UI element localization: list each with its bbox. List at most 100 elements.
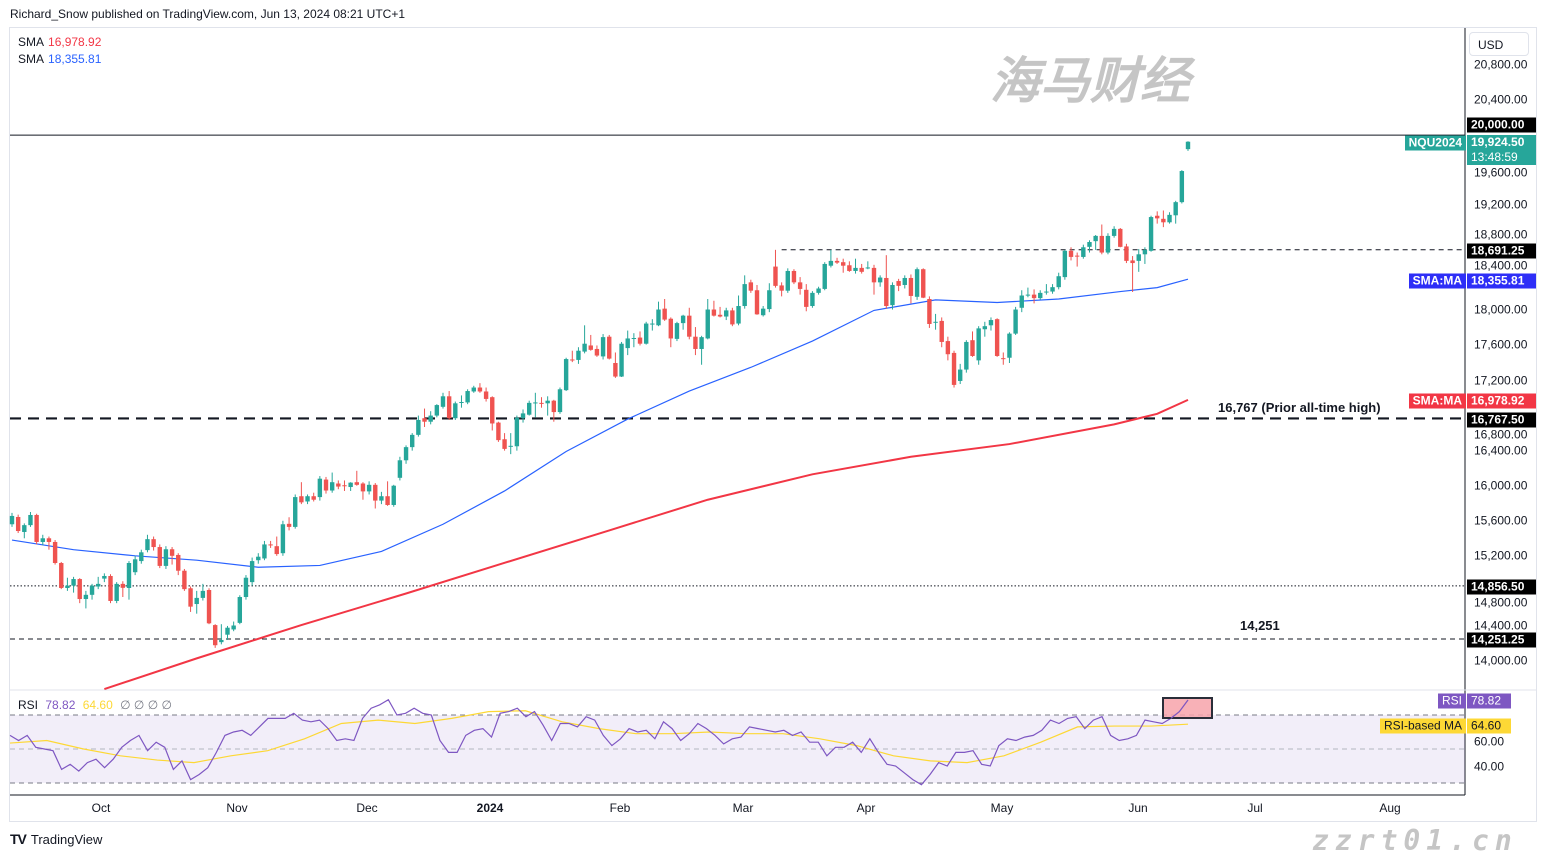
x-tick-jul: Jul <box>1247 801 1263 815</box>
candle-body <box>391 485 396 505</box>
x-tick-nov: Nov <box>226 801 248 815</box>
resistance-tag: 18,691.25 <box>1467 243 1536 259</box>
candle-body <box>1099 235 1105 253</box>
candle-body <box>323 479 329 491</box>
rsi-line-tail <box>1170 699 1189 719</box>
rsi-legend[interactable]: RSI 78.82 64.60 ∅ ∅ ∅ ∅ <box>18 698 172 712</box>
candle-body <box>890 284 895 306</box>
candle-body <box>951 352 957 385</box>
candle-body <box>1118 228 1123 247</box>
candle-body <box>945 341 951 355</box>
rsi-legend-value: 78.82 <box>45 698 76 712</box>
candle-body <box>785 270 790 291</box>
price-tick: 14,400.00 <box>1474 618 1528 633</box>
chart-frame <box>9 27 1537 822</box>
candle-body <box>397 460 403 478</box>
annotation-prior-ath[interactable]: 16,767 (Prior all-time high) <box>1218 400 1381 415</box>
candle-body <box>471 387 476 392</box>
rsi-tag-label: RSI <box>1437 693 1466 709</box>
candle-body <box>366 484 372 492</box>
candle-body <box>613 362 618 377</box>
candle-body <box>95 583 101 587</box>
candle-body <box>939 320 944 342</box>
watermark-cn: 海马财经 <box>990 53 1190 109</box>
candle-body <box>65 585 70 588</box>
candle-body <box>914 269 920 297</box>
publish-info: Richard_Snow published on TradingView.co… <box>10 7 406 21</box>
rsi-extra-2: ∅ <box>133 698 145 712</box>
candle-body <box>1173 202 1178 216</box>
candle-body <box>643 323 649 344</box>
rsi-ma-tag-label: RSI-based MA <box>1379 718 1466 734</box>
candle-body <box>730 310 735 325</box>
candle-body <box>102 575 107 579</box>
price-tick: 18,800.00 <box>1474 227 1528 242</box>
legend-sma50-value: 18,355.81 <box>48 52 102 66</box>
price-tick: 18,400.00 <box>1474 258 1528 272</box>
rsi-extra-3: ∅ <box>147 698 159 712</box>
candle-body <box>15 516 21 532</box>
candle-body <box>662 308 667 320</box>
candle-body <box>711 309 717 316</box>
sma50-line <box>11 278 1189 568</box>
candle-body <box>779 285 784 291</box>
candle-body <box>9 515 15 525</box>
candle-body <box>607 336 612 359</box>
candle-body <box>859 267 864 272</box>
candle-body <box>28 514 33 526</box>
candle-body <box>1130 260 1135 264</box>
candle-body <box>262 544 267 559</box>
rsi-ma-legend-value: 64.60 <box>82 698 113 712</box>
candle-body <box>280 524 286 554</box>
candle-body <box>1038 292 1043 299</box>
candle-body <box>533 402 538 404</box>
rsi-line <box>9 698 1189 786</box>
candle-body <box>151 539 156 548</box>
annotation-support[interactable]: 14,251 <box>1240 618 1280 633</box>
candle-body <box>921 269 926 298</box>
candle-body <box>360 483 366 492</box>
candle-body <box>1056 276 1061 288</box>
rsi-legend-label: RSI <box>18 698 39 712</box>
legend-sma50[interactable]: SMA 18,355.81 <box>18 52 101 66</box>
candle-body <box>699 337 704 349</box>
candle-body <box>520 413 526 419</box>
currency-selector[interactable]: USD <box>1469 32 1529 56</box>
candle-body <box>52 541 58 564</box>
candle-body <box>1013 309 1018 334</box>
last-price-tag: 19,924.50 13:48:59 <box>1467 135 1536 165</box>
candle-body <box>157 547 162 566</box>
candle-body <box>83 594 89 600</box>
candle-body <box>970 340 975 356</box>
candle-body <box>594 348 600 356</box>
candle-body <box>1111 228 1117 236</box>
candle-body <box>582 343 587 352</box>
candle-body <box>551 400 557 413</box>
rsi-tag-value: 78.82 <box>1467 693 1511 709</box>
candle-body <box>1074 255 1080 257</box>
candle-body <box>89 585 95 595</box>
tradingview-brand[interactable]: TV TradingView <box>10 831 102 847</box>
candle-body <box>477 387 483 392</box>
candle-body <box>373 484 378 501</box>
candle-body <box>22 525 27 532</box>
candle-body <box>625 338 630 349</box>
candle-body <box>403 447 409 461</box>
candle-body <box>988 320 994 326</box>
candle-body <box>797 282 803 289</box>
candle-body <box>206 590 212 624</box>
candle-body <box>908 277 914 296</box>
price-tick: 16,000.00 <box>1474 478 1528 493</box>
candle-body <box>188 588 193 607</box>
prior-ath-tag: 16,767.50 <box>1467 412 1536 428</box>
candle-body <box>933 321 938 323</box>
candle-body <box>434 405 440 416</box>
candle-body <box>108 575 113 601</box>
legend-sma200[interactable]: SMA 16,978.92 <box>18 35 101 49</box>
candle-body <box>680 315 686 324</box>
candle-body <box>650 323 655 325</box>
candle-body <box>249 561 255 583</box>
candle-body <box>176 554 181 571</box>
price-tick: 19,600.00 <box>1474 165 1528 180</box>
